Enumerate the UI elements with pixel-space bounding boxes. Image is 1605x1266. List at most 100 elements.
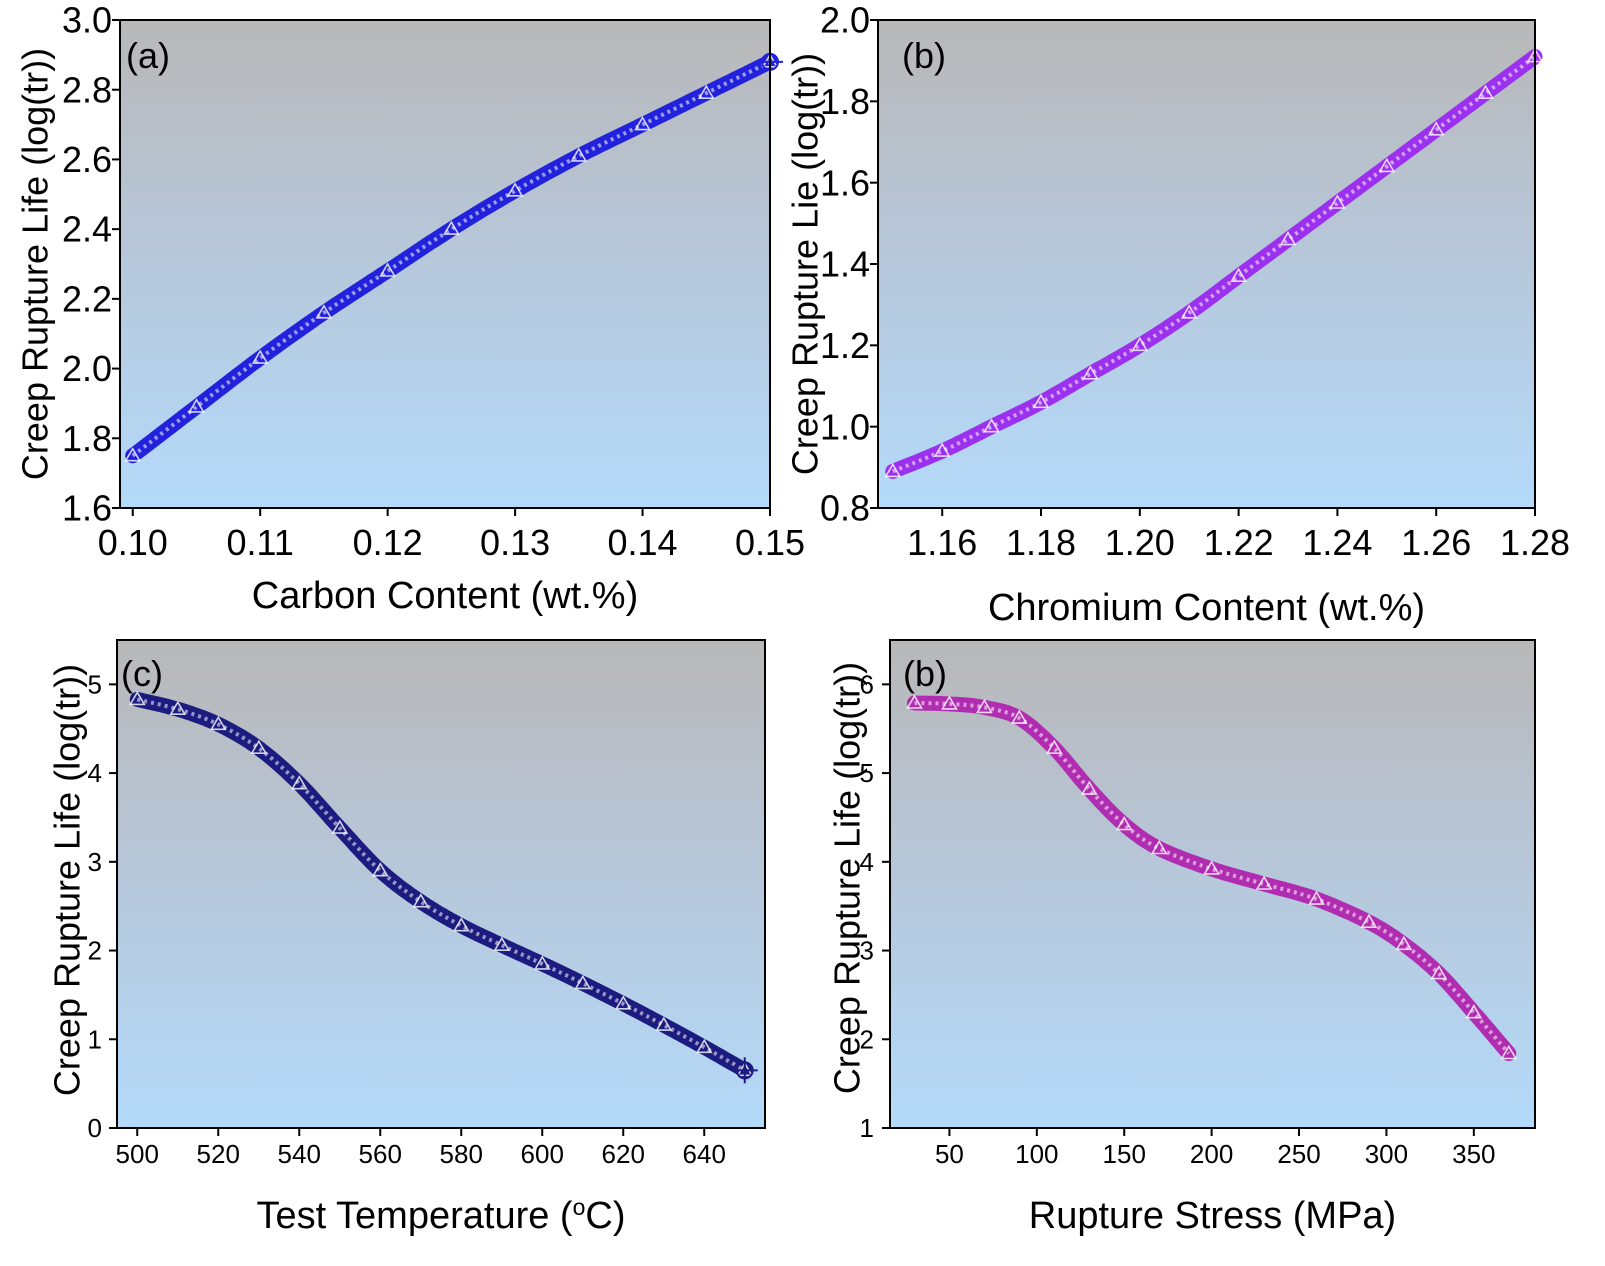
data-point: [697, 84, 715, 99]
y-axis-label: Creep Rupture Life (log(tr)): [827, 662, 868, 1094]
data-point: [1180, 304, 1198, 319]
chart-panel-1: 0.10 0.11 0.12 0.13 0.14 0.15 1.6 1.8 2.0 2.2 2.4 2…: [15, 0, 806, 617]
data-point: [655, 1016, 673, 1031]
plot-area: [117, 640, 765, 1128]
data-point: [1308, 890, 1325, 905]
y-tick-label: 6: [860, 669, 874, 699]
y-tick-label: 2.4: [62, 209, 112, 250]
data-point: [634, 116, 651, 131]
y-tick-label: 1.6: [820, 162, 870, 203]
x-axis-label: Rupture Stress (MPa): [1029, 1195, 1396, 1237]
data-point: [379, 262, 396, 277]
x-tick-label: 1.26: [1401, 522, 1471, 563]
data-point: [976, 698, 993, 714]
y-tick-label: 0: [88, 1113, 102, 1143]
y-axis-label: Creep Rupture Life (log(tr)): [15, 48, 56, 480]
y-tick-label: 3.0: [62, 0, 112, 41]
data-point: [1378, 157, 1396, 173]
data-point: [695, 1038, 713, 1054]
data-point: [1255, 875, 1273, 890]
y-axis-label: Creep Rupture Lie (log(tr)): [785, 53, 826, 475]
chart-panel-4: 50 100 150 200 250 300 350 1 2 3 4 5 6 Rupture Stress…: [827, 639, 1536, 1237]
data-point: [983, 418, 1000, 433]
y-tick-label: 2.6: [62, 139, 112, 180]
y-tick-label: 2.2: [62, 278, 112, 319]
x-tick-label: 350: [1452, 1139, 1495, 1169]
x-tick-label: 580: [440, 1139, 483, 1169]
data-point: [1115, 816, 1133, 831]
data-point: [570, 147, 588, 162]
data-point: [128, 690, 146, 706]
plot-frame: [116, 639, 766, 1129]
plot-area: [890, 640, 1535, 1128]
x-tick-label: 0.14: [608, 522, 678, 563]
data-point: [1427, 121, 1445, 136]
chart-panel-3: 500 520 540 560 580 600 620 640 0 1 2 3 4 5 Test Tempe…: [47, 639, 766, 1237]
data-point: [1082, 365, 1099, 380]
data-point: [941, 695, 958, 710]
x-tick-label: 560: [359, 1139, 402, 1169]
panel-label: (c): [121, 653, 163, 694]
data-point: [1080, 780, 1098, 795]
x-tick-label: 540: [278, 1139, 321, 1169]
x-tick-label: 0.10: [98, 522, 168, 563]
data-point: [884, 462, 902, 478]
x-tick-label: 300: [1365, 1139, 1408, 1169]
y-tick-label: 2.0: [62, 348, 112, 389]
data-point: [331, 819, 349, 834]
data-point: [1010, 709, 1028, 724]
y-tick-label: 1: [88, 1024, 102, 1054]
data-point: [1477, 84, 1494, 99]
data-point: [1395, 935, 1413, 951]
x-tick-label: 500: [116, 1139, 159, 1169]
x-axis-label: Carbon Content (wt.%): [252, 575, 639, 617]
data-point: [315, 304, 333, 319]
data-point: [533, 955, 551, 970]
x-tick-label: 1.16: [907, 522, 977, 563]
data-point: [1150, 839, 1168, 855]
data-point: [1329, 194, 1346, 209]
y-tick-label: 4: [88, 758, 102, 788]
data-point: [251, 349, 269, 364]
x-tick-label: 200: [1190, 1139, 1233, 1169]
panel-label: (a): [126, 35, 170, 76]
x-tick-label: 250: [1277, 1139, 1320, 1169]
y-tick-label: 1.8: [62, 418, 112, 459]
x-tick-label: 520: [197, 1139, 240, 1169]
y-tick-label: 1: [860, 1113, 874, 1143]
data-point: [906, 694, 923, 709]
x-tick-label: 0.15: [735, 522, 805, 563]
x-tick-label: 0.11: [226, 522, 293, 563]
y-tick-label: 4: [860, 847, 874, 877]
x-tick-label: 620: [602, 1139, 645, 1169]
data-point: [933, 442, 951, 457]
y-tick-label: 3: [88, 847, 102, 877]
x-tick-label: 50: [935, 1139, 964, 1169]
data-point: [614, 995, 632, 1010]
end-marker: [731, 1057, 758, 1084]
x-tick-label: 150: [1103, 1139, 1146, 1169]
x-axis-label: Test Temperature (oC): [256, 1194, 625, 1237]
y-tick-label: 1.4: [820, 244, 870, 285]
x-tick-label: 1.18: [1006, 522, 1076, 563]
plot-area: [120, 20, 770, 508]
series-marker-line: [131, 59, 771, 458]
panel-label: (b): [903, 653, 947, 694]
data-point: [1230, 267, 1247, 282]
data-point: [169, 700, 187, 715]
x-tick-label: 640: [683, 1139, 726, 1169]
data-point: [1032, 393, 1050, 409]
data-point: [412, 893, 430, 908]
chart-panel-2: 1.16 1.18 1.20 1.22 1.24 1.26 1.28 0.8 1.0 1.2 1.4…: [785, 0, 1571, 629]
data-point: [290, 775, 308, 790]
y-tick-label: 2.8: [62, 69, 112, 110]
x-tick-label: 1.28: [1500, 522, 1570, 563]
y-tick-label: 3: [860, 936, 874, 966]
y-tick-label: 1.0: [820, 406, 870, 447]
y-tick-label: 5: [860, 758, 874, 788]
data-point: [493, 936, 511, 951]
data-point: [506, 182, 524, 197]
y-tick-label: 1.2: [820, 325, 870, 366]
data-point: [1045, 739, 1063, 754]
data-point: [1500, 1044, 1518, 1060]
